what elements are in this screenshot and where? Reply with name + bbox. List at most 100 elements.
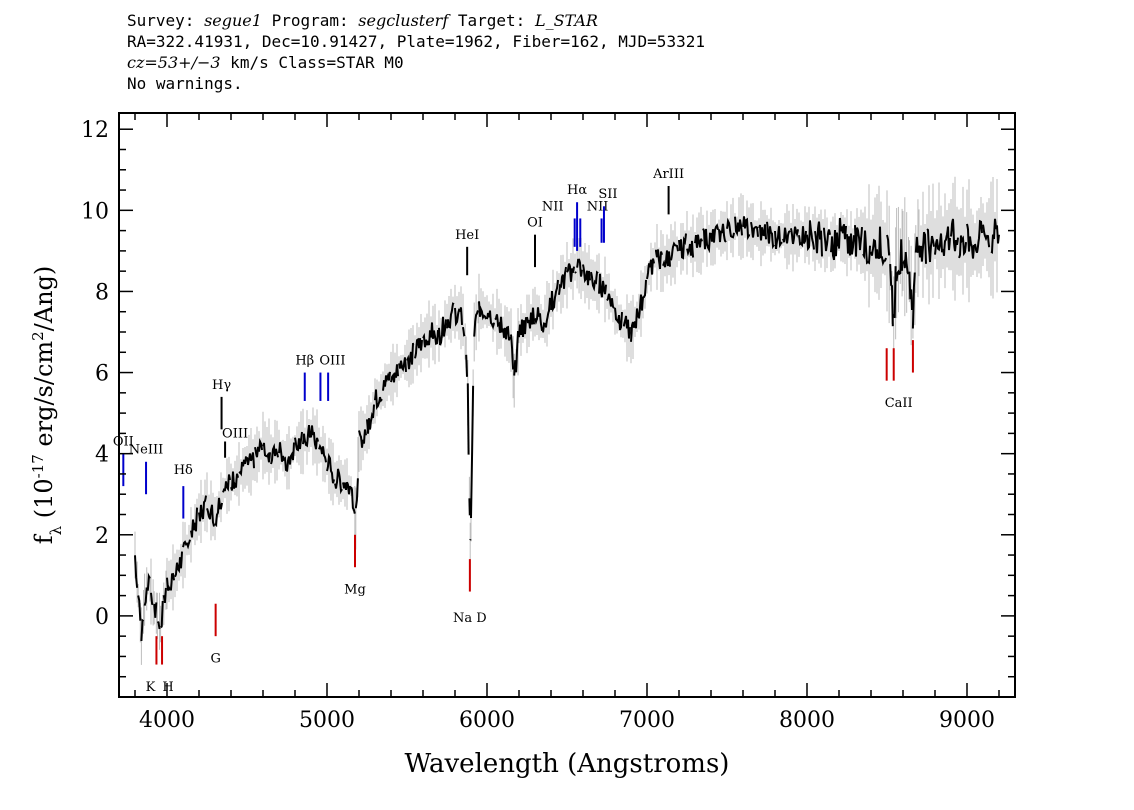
spectrum-line-segment [892, 266, 897, 319]
spectrum-line-segment [966, 223, 975, 259]
spectrum-line-segment [350, 486, 356, 514]
spectrum-line-segment [206, 504, 215, 527]
spectrum-line-segment [726, 217, 735, 239]
spectrum-line-segment [160, 600, 164, 629]
spectrum-line-segment [354, 478, 359, 509]
spectrum-line-segment [214, 497, 223, 528]
spectrum-line-segment [942, 226, 951, 256]
spectrum-line-segment [390, 364, 399, 383]
spectrum-line-segment [270, 442, 279, 465]
spectrum-line-segment [494, 314, 503, 333]
spectrum-line-segment [558, 266, 567, 295]
spectrum-line-segment [140, 618, 145, 642]
spectrum-line-segment [526, 307, 535, 329]
spectrum-line-segment [153, 602, 158, 618]
spectrum-line-segment [854, 225, 863, 257]
x-tick-label: 5000 [299, 708, 355, 733]
line-label: HeI [455, 228, 479, 243]
spectrum-line-segment [814, 221, 823, 257]
spectrum-line-segment [914, 236, 919, 253]
spectrum-line-segment [150, 592, 154, 606]
spectrum-line-segment [614, 307, 623, 331]
spectrum-line-segment [934, 233, 943, 255]
spectrum-line-segment [911, 272, 916, 329]
spectrum-line-segment [134, 555, 139, 588]
spectrum-line-segment [465, 354, 468, 377]
y-tick-label: 10 [81, 199, 109, 224]
y-axis-label: fλ (10-17 erg/s/cm2/Ang) [29, 266, 65, 545]
spectrum-line-segment [190, 507, 199, 538]
program-label: Program: [261, 11, 359, 30]
spectrum-line-segment [294, 431, 303, 452]
line-label: NII [542, 199, 564, 214]
header-line-1: Survey: segue1 Program: segclusterf Targ… [127, 10, 705, 31]
spectrum-line-segment [262, 442, 271, 463]
line-label: SII [598, 187, 617, 202]
plot-frame [118, 112, 1016, 698]
spectrum-line-segment [590, 270, 599, 292]
spectrum-line-segment [630, 308, 639, 342]
spectrum-line-segment [758, 224, 767, 241]
axes: 4000 5000 6000 7000 8000 9000 0 2 4 6 8 10 12 [81, 113, 1015, 733]
header-line-4: No warnings. [127, 74, 243, 93]
spectrum-line-segment [622, 315, 631, 339]
spectrum-line-segment [638, 279, 647, 319]
spectrum-line-segment [438, 316, 447, 346]
spectrum-line-segment [902, 252, 910, 275]
spectrum-line-segment [950, 218, 959, 252]
spectrum-line-segment [278, 442, 287, 471]
program-value: segclusterf [358, 11, 449, 30]
spectrum-header: Survey: segue1 Program: segclusterf Targ… [127, 10, 705, 94]
spectrum-line-segment [750, 221, 759, 238]
spectrum-line-segment [686, 240, 695, 258]
spectrum-line-segment [982, 224, 991, 248]
spectrum-line-segment [742, 216, 751, 241]
spectrum-line-segment [790, 226, 799, 245]
survey-value: segue1 [204, 11, 262, 30]
header-line-2: RA=322.41931, Dec=10.91427, Plate=1962, … [127, 32, 705, 51]
spectrum-line-segment [926, 228, 935, 263]
noise-band [134, 176, 998, 665]
spectrum-line-segment [326, 452, 335, 484]
spectrum-line-segment [798, 226, 807, 248]
spectrum-line-segment [895, 239, 904, 282]
spectrum-line-segment [774, 226, 783, 250]
spectrum-line-segment [830, 229, 839, 261]
header-line-3: cz=53+/−3 km/s Class=STAR M0 [127, 52, 705, 73]
spectrum-line-segment [566, 263, 575, 282]
target-label: Target: [448, 11, 535, 30]
x-tick-label: 8000 [779, 708, 835, 733]
line-label: NeIII [129, 443, 163, 458]
spectrum-line-segment [230, 471, 239, 491]
spectrum-line-segment [862, 230, 871, 265]
spectrum-line-segment [766, 221, 775, 250]
spectrum-line-segment [878, 226, 887, 267]
spectrum-line-segment [606, 293, 615, 309]
y-tick-label: 12 [81, 118, 109, 143]
spectrum-line-segment [702, 228, 711, 254]
x-tick-label: 4000 [139, 708, 195, 733]
spectrum-line-segment [990, 218, 1000, 255]
redshift-value: cz=53+/−3 [127, 53, 221, 72]
spectrum-line-segment [806, 220, 815, 252]
class-info: km/s Class=STAR M0 [220, 53, 404, 72]
spectrum-line-segment [454, 307, 463, 327]
spectrum-line-segment [510, 334, 515, 370]
spectrum-line-segment [655, 249, 663, 270]
spectrum-line-segment [382, 371, 391, 391]
spectrum-line-segment [710, 223, 719, 243]
spectrum-line-segment [222, 474, 231, 493]
y-tick-label: 8 [95, 280, 109, 305]
spectrum-line-segment [486, 310, 495, 331]
y-tick-label: 2 [95, 524, 109, 549]
spectrum-line-segment [846, 233, 855, 256]
spectrum-line-segment [473, 310, 479, 337]
spectrum-line-segment [334, 468, 343, 495]
line-label: K [146, 680, 156, 695]
survey-label: Survey: [127, 11, 205, 30]
line-label: Hβ [295, 354, 314, 369]
spectrum-line-segment [542, 297, 551, 333]
spectrum-line-segment [513, 331, 519, 376]
line-label: OIII [222, 427, 248, 442]
